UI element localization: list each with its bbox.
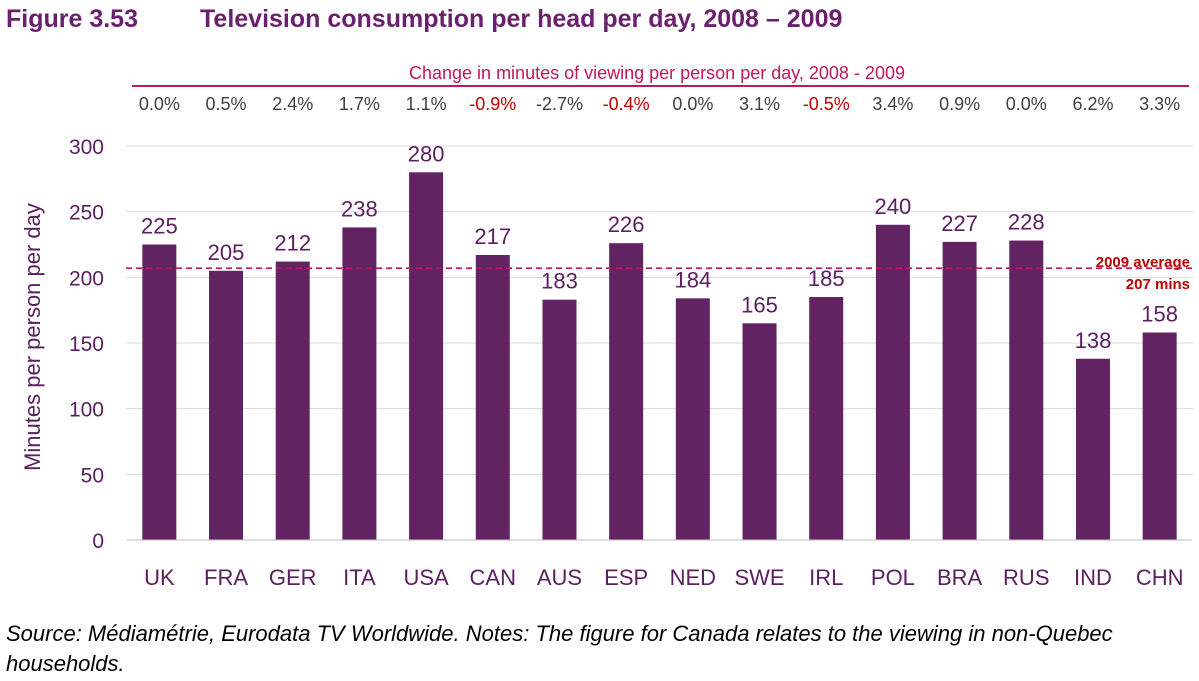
bar-esp xyxy=(609,243,644,541)
data-label-irl: 185 xyxy=(808,266,845,291)
y-tick-label: 100 xyxy=(69,399,104,422)
change-row-title: Change in minutes of viewing per person … xyxy=(409,63,905,83)
bar-swe xyxy=(742,323,777,540)
bar-ind xyxy=(1075,358,1110,540)
bar-ita xyxy=(342,227,377,540)
figure-number: Figure 3.53 xyxy=(6,5,138,33)
x-tick-rus: RUS xyxy=(1003,565,1049,590)
change-value-usa: 1.1% xyxy=(406,94,447,114)
change-value-can: -0.9% xyxy=(469,94,516,114)
bar-uk xyxy=(142,244,177,540)
change-value-ind: 6.2% xyxy=(1072,94,1113,114)
bar-bra xyxy=(942,241,977,540)
bar-ned xyxy=(675,298,710,540)
data-label-uk: 225 xyxy=(141,214,178,239)
data-label-esp: 226 xyxy=(608,212,645,237)
source-footnote: Source: Médiamétrie, Eurodata TV Worldwi… xyxy=(6,621,1113,676)
bar-usa xyxy=(409,172,444,540)
x-tick-irl: IRL xyxy=(809,565,843,590)
x-tick-ita: ITA xyxy=(343,565,376,590)
change-value-swe: 3.1% xyxy=(739,94,780,114)
x-axis-categories: UK FRA GER ITA USA CAN AUS ESP NED SWE IRL POL BRA RU… xyxy=(144,565,1183,590)
change-value-pol: 3.4% xyxy=(872,94,913,114)
data-label-fra: 205 xyxy=(208,240,245,265)
average-label-title: 2009 average xyxy=(1096,254,1190,271)
y-axis-label: Minutes per person per day xyxy=(20,203,45,471)
x-tick-chn: CHN xyxy=(1136,565,1184,590)
data-label-rus: 228 xyxy=(1008,210,1045,235)
y-tick-label: 250 xyxy=(69,202,104,225)
chart: Figure 3.53 Television consumption per h… xyxy=(6,5,1193,590)
y-axis-ticks: 0 50 100 150 200 250 300 xyxy=(69,136,104,553)
bar-chn xyxy=(1142,332,1177,540)
data-label-pol: 240 xyxy=(875,194,912,219)
change-value-ita: 1.7% xyxy=(339,94,380,114)
x-tick-bra: BRA xyxy=(937,565,983,590)
bars xyxy=(142,172,1177,541)
y-tick-label: 300 xyxy=(69,136,104,159)
x-tick-can: CAN xyxy=(470,565,516,590)
bar-can xyxy=(475,255,510,541)
bar-rus xyxy=(1009,240,1044,540)
change-value-rus: 0.0% xyxy=(1006,94,1047,114)
bar-ger xyxy=(275,261,310,540)
data-label-usa: 280 xyxy=(408,141,445,166)
y-tick-label: 150 xyxy=(69,333,104,356)
change-value-ger: 2.4% xyxy=(272,94,313,114)
data-label-ger: 212 xyxy=(274,231,311,256)
bar-pol xyxy=(875,224,910,541)
data-label-ned: 184 xyxy=(674,267,711,292)
x-tick-aus: AUS xyxy=(537,565,582,590)
data-label-bra: 227 xyxy=(941,211,978,236)
y-tick-label: 200 xyxy=(69,267,104,290)
change-value-chn: 3.3% xyxy=(1139,94,1180,114)
x-tick-swe: SWE xyxy=(734,565,784,590)
data-labels: 225 205 212 238 280 217 183 226 184 165 185 240 227 2… xyxy=(141,141,1178,352)
change-value-bra: 0.9% xyxy=(939,94,980,114)
y-tick-label: 0 xyxy=(92,530,104,553)
bar-fra xyxy=(209,270,244,540)
bar-aus xyxy=(542,299,577,540)
x-tick-uk: UK xyxy=(144,565,175,590)
data-label-chn: 158 xyxy=(1141,301,1178,326)
bar-irl xyxy=(809,297,844,540)
x-tick-ger: GER xyxy=(269,565,317,590)
data-label-ita: 238 xyxy=(341,196,378,221)
x-tick-ned: NED xyxy=(670,565,716,590)
change-value-irl: -0.5% xyxy=(803,94,850,114)
change-value-esp: -0.4% xyxy=(603,94,650,114)
change-value-uk: 0.0% xyxy=(139,94,180,114)
x-tick-esp: ESP xyxy=(604,565,648,590)
data-label-ind: 138 xyxy=(1075,328,1112,353)
x-tick-fra: FRA xyxy=(204,565,248,590)
x-tick-pol: POL xyxy=(871,565,915,590)
change-value-ned: 0.0% xyxy=(672,94,713,114)
figure-title: Television consumption per head per day,… xyxy=(200,5,842,33)
change-value-aus: -2.7% xyxy=(536,94,583,114)
data-label-can: 217 xyxy=(474,224,511,249)
data-label-swe: 165 xyxy=(741,292,778,317)
x-tick-usa: USA xyxy=(403,565,449,590)
data-label-aus: 183 xyxy=(541,269,578,294)
change-values: 0.0% 0.5% 2.4% 1.7% 1.1% -0.9% -2.7% -0.4% 0.0% 3… xyxy=(139,94,1180,114)
change-value-fra: 0.5% xyxy=(206,94,247,114)
x-tick-ind: IND xyxy=(1074,565,1112,590)
average-label-value: 207 mins xyxy=(1126,276,1190,293)
y-tick-label: 50 xyxy=(81,464,104,487)
